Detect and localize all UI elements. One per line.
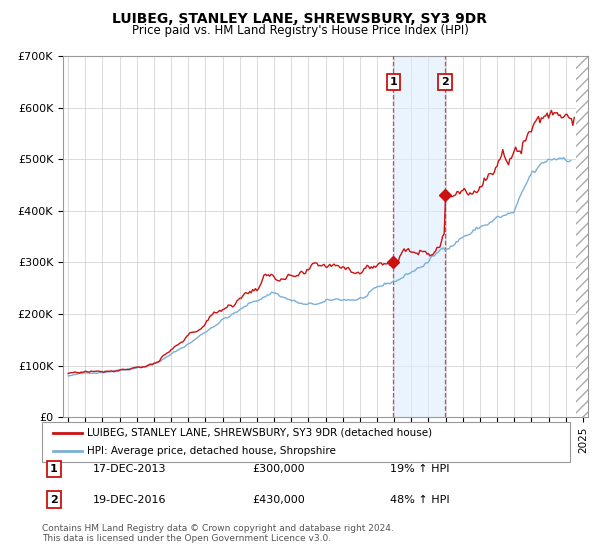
Bar [394, 56, 445, 417]
Text: 2: 2 [441, 77, 449, 87]
Text: 17-DEC-2013: 17-DEC-2013 [93, 464, 167, 474]
FancyBboxPatch shape [42, 422, 570, 462]
Text: LUIBEG, STANLEY LANE, SHREWSBURY, SY3 9DR: LUIBEG, STANLEY LANE, SHREWSBURY, SY3 9D… [113, 12, 487, 26]
Text: Price paid vs. HM Land Registry's House Price Index (HPI): Price paid vs. HM Land Registry's House … [131, 24, 469, 37]
Text: HPI: Average price, detached house, Shropshire: HPI: Average price, detached house, Shro… [87, 446, 336, 456]
Text: Contains HM Land Registry data © Crown copyright and database right 2024.
This d: Contains HM Land Registry data © Crown c… [42, 524, 394, 543]
Text: 19-DEC-2016: 19-DEC-2016 [93, 494, 167, 505]
Text: £430,000: £430,000 [252, 494, 305, 505]
Text: 2: 2 [50, 494, 58, 505]
Text: 19% ↑ HPI: 19% ↑ HPI [390, 464, 449, 474]
Text: 1: 1 [389, 77, 397, 87]
Text: LUIBEG, STANLEY LANE, SHREWSBURY, SY3 9DR (detached house): LUIBEG, STANLEY LANE, SHREWSBURY, SY3 9D… [87, 428, 432, 437]
Text: £300,000: £300,000 [252, 464, 305, 474]
Text: 48% ↑ HPI: 48% ↑ HPI [390, 494, 449, 505]
Text: 1: 1 [50, 464, 58, 474]
